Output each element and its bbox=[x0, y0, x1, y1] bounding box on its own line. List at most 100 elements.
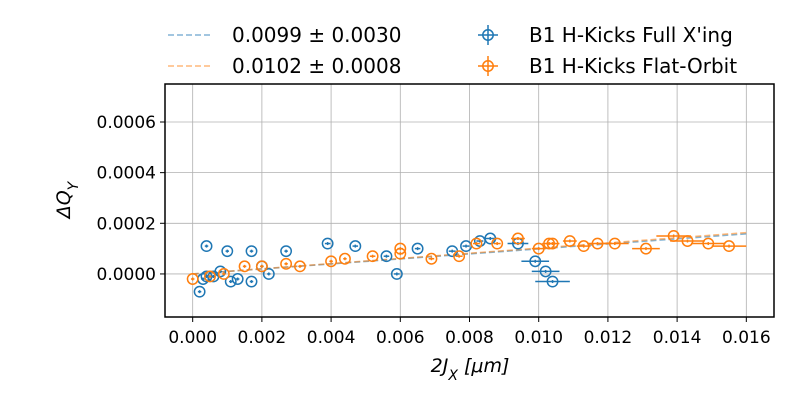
data-point bbox=[411, 242, 424, 255]
y-tick-label: 0.0006 bbox=[97, 113, 156, 133]
point-marker bbox=[280, 257, 293, 270]
series-group bbox=[193, 232, 570, 298]
data-point bbox=[186, 273, 199, 285]
data-point bbox=[470, 237, 483, 250]
point-marker bbox=[529, 255, 542, 268]
point-marker bbox=[231, 273, 244, 285]
point-marker bbox=[702, 237, 715, 250]
point-marker bbox=[221, 245, 234, 258]
point-marker bbox=[425, 252, 438, 265]
x-tick-label: 0.012 bbox=[584, 328, 633, 348]
point-marker bbox=[366, 250, 379, 263]
data-point bbox=[380, 250, 393, 263]
data-point bbox=[545, 237, 560, 250]
y-axis-label: ΔQY bbox=[53, 180, 82, 220]
point-marker bbox=[255, 260, 268, 273]
data-point bbox=[200, 240, 213, 253]
y-tick-label: 0.0000 bbox=[97, 265, 156, 285]
point-marker bbox=[214, 265, 227, 278]
data-point bbox=[204, 270, 216, 283]
x-tick-label: 0.014 bbox=[653, 328, 702, 348]
data-point bbox=[690, 237, 726, 250]
data-point bbox=[245, 245, 258, 258]
data-point bbox=[366, 250, 379, 263]
legend-series-label: B1 H-Kicks Full X'ing bbox=[529, 23, 733, 47]
point-marker bbox=[723, 240, 735, 253]
y-tick-label: 0.0002 bbox=[97, 214, 156, 234]
x-tick-label: 0.008 bbox=[445, 328, 494, 348]
x-tick-label: 0.016 bbox=[722, 328, 771, 348]
x-tick-label: 0.000 bbox=[168, 328, 217, 348]
fit-lines bbox=[192, 231, 747, 275]
point-marker bbox=[394, 247, 407, 260]
data-point bbox=[221, 245, 234, 258]
point-marker bbox=[390, 267, 403, 280]
data-point bbox=[711, 240, 747, 253]
data-point bbox=[224, 275, 237, 288]
legend-series-label: B1 H-Kicks Flat-Orbit bbox=[529, 54, 737, 78]
point-marker bbox=[245, 245, 258, 258]
fit-line bbox=[192, 231, 747, 275]
point-marker bbox=[453, 250, 466, 263]
data-point bbox=[349, 240, 362, 253]
point-marker bbox=[193, 285, 206, 298]
point-marker bbox=[224, 275, 237, 288]
grid bbox=[165, 84, 774, 317]
data-point bbox=[293, 260, 306, 273]
data-point bbox=[255, 260, 268, 273]
point-marker bbox=[563, 235, 576, 247]
point-marker bbox=[608, 237, 621, 250]
data-point bbox=[491, 237, 504, 250]
legend-fit-label: 0.0102 ± 0.0008 bbox=[232, 54, 401, 78]
y-axis-ticks: 0.0000 0.0002 0.0004 0.0006 bbox=[97, 113, 165, 285]
legend-series-marker bbox=[482, 60, 494, 72]
series-group bbox=[186, 230, 747, 285]
data-point bbox=[193, 285, 206, 298]
point-marker bbox=[238, 260, 251, 273]
data-point bbox=[321, 237, 334, 250]
data-point bbox=[390, 267, 403, 280]
data-point bbox=[453, 250, 466, 263]
x-tick-label: 0.010 bbox=[514, 328, 563, 348]
point-marker bbox=[380, 250, 393, 263]
data-point bbox=[511, 232, 525, 245]
data-point bbox=[562, 235, 577, 247]
point-marker bbox=[411, 242, 424, 255]
x-axis-ticks: 0.000 0.002 0.004 0.006 0.008 0.010 0.012 0.014… bbox=[168, 317, 771, 348]
x-tick-label: 0.006 bbox=[376, 328, 425, 348]
point-marker bbox=[204, 270, 216, 283]
data-point bbox=[576, 240, 591, 253]
point-marker bbox=[200, 240, 213, 253]
data-point bbox=[670, 235, 705, 247]
point-marker bbox=[546, 237, 559, 250]
point-marker bbox=[186, 273, 199, 285]
point-marker bbox=[245, 275, 258, 288]
point-marker bbox=[321, 237, 334, 250]
data-point bbox=[531, 242, 546, 255]
point-marker bbox=[577, 240, 590, 253]
data-point bbox=[338, 252, 351, 265]
point-marker bbox=[325, 255, 338, 268]
legend-series-marker bbox=[482, 29, 494, 41]
point-marker bbox=[681, 235, 694, 247]
data-point bbox=[280, 257, 293, 270]
data-series bbox=[186, 230, 747, 298]
data-point bbox=[231, 273, 244, 285]
x-axis-label: 2JX [μm] bbox=[431, 355, 510, 384]
data-point bbox=[325, 255, 338, 268]
data-point bbox=[446, 245, 459, 258]
y-tick-label: 0.0004 bbox=[97, 164, 156, 184]
x-tick-label: 0.004 bbox=[307, 328, 356, 348]
data-point bbox=[217, 267, 230, 280]
x-tick-label: 0.002 bbox=[238, 328, 287, 348]
legend: 0.0099 ± 0.0030 0.0102 ± 0.0008 B1 H-Kicks… bbox=[168, 23, 737, 78]
point-marker bbox=[280, 245, 293, 258]
data-point bbox=[425, 252, 438, 265]
point-marker bbox=[349, 240, 362, 253]
point-marker bbox=[546, 275, 559, 288]
point-marker bbox=[293, 260, 306, 273]
data-point bbox=[394, 247, 407, 260]
data-point bbox=[245, 275, 258, 288]
point-marker bbox=[217, 267, 230, 280]
